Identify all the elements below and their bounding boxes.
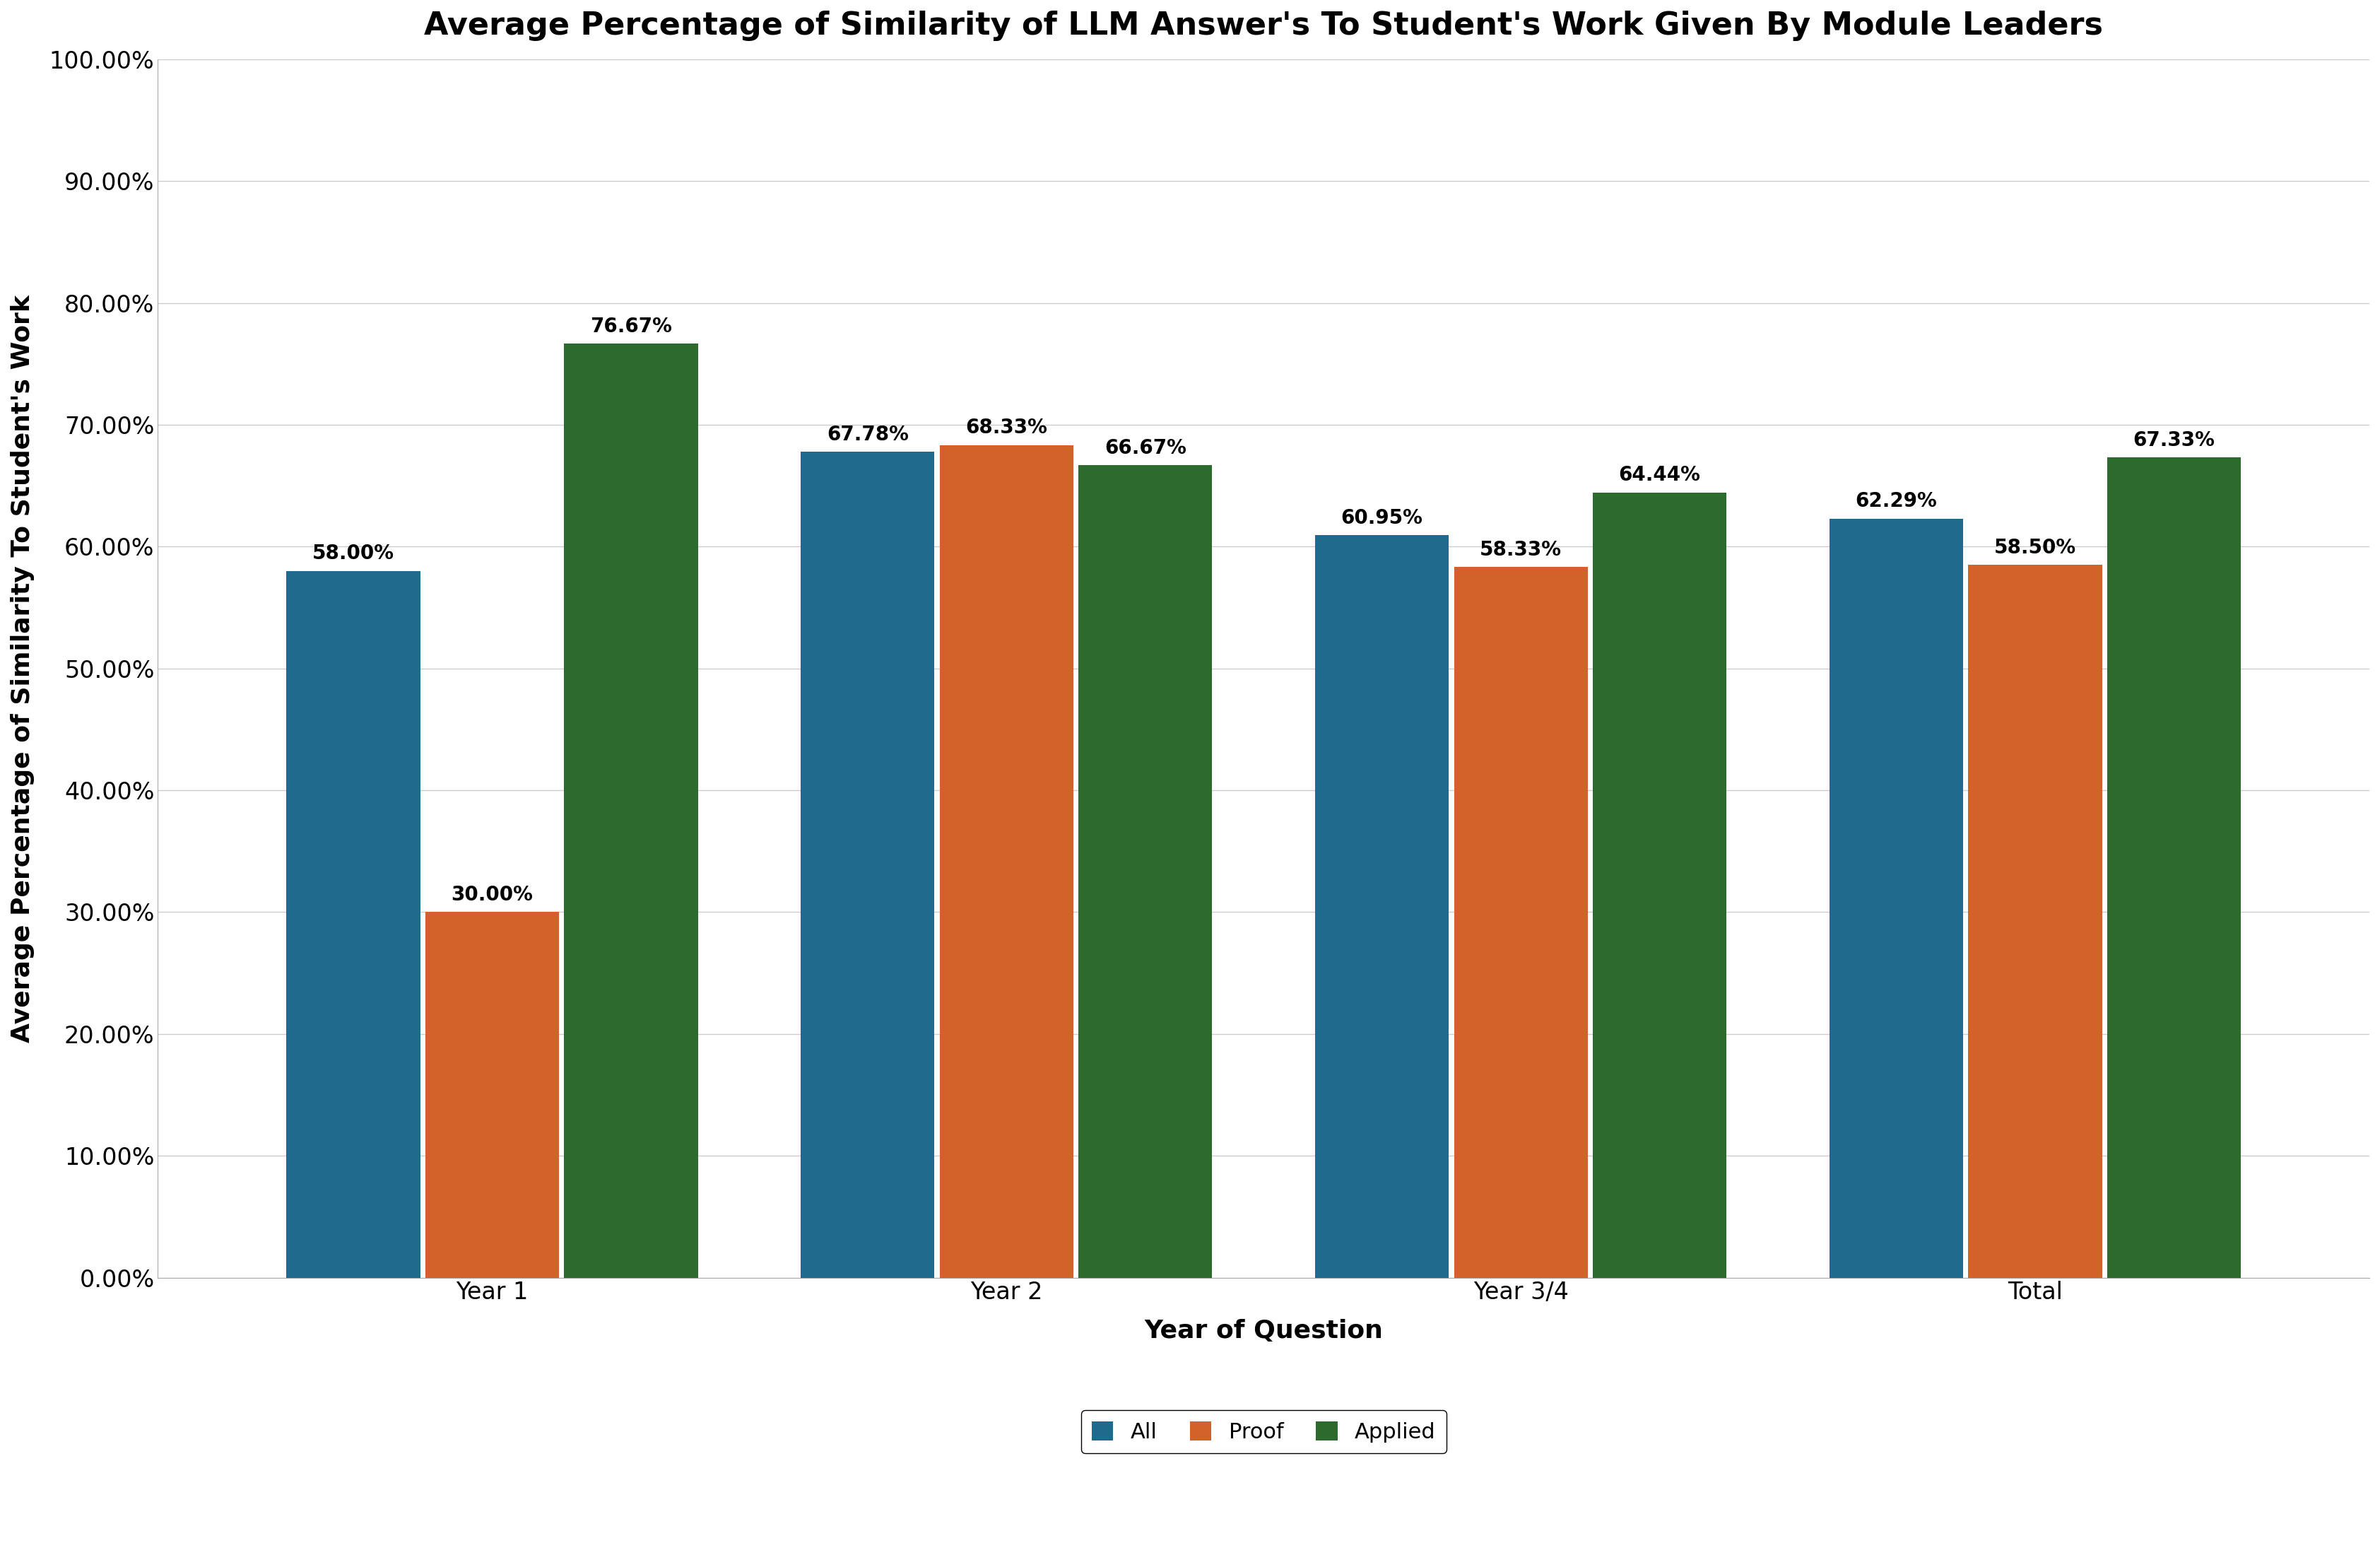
Bar (564, 344, 697, 1278)
Bar (1078, 465, 1211, 1278)
Text: 76.67%: 76.67% (590, 316, 671, 336)
Text: 58.00%: 58.00% (312, 544, 395, 563)
Text: 66.67%: 66.67% (1104, 439, 1185, 459)
Text: 67.78%: 67.78% (826, 425, 909, 445)
Legend: All, Proof, Applied: All, Proof, Applied (1081, 1410, 1447, 1454)
Bar (1454, 568, 1587, 1278)
Bar (1316, 535, 1449, 1278)
Bar (800, 453, 935, 1278)
Text: 58.33%: 58.33% (1480, 540, 1561, 560)
Bar (940, 445, 1073, 1278)
Text: 64.44%: 64.44% (1618, 465, 1702, 485)
Text: 67.33%: 67.33% (2132, 431, 2216, 449)
Y-axis label: Average Percentage of Similarity To Student's Work: Average Percentage of Similarity To Stud… (10, 294, 36, 1042)
Bar (426, 913, 559, 1278)
Text: 68.33%: 68.33% (966, 418, 1047, 439)
Bar (1830, 519, 1964, 1278)
Bar (1592, 493, 1725, 1278)
Bar (1968, 564, 2102, 1278)
Text: 58.50%: 58.50% (1994, 538, 2075, 558)
Title: Average Percentage of Similarity of LLM Answer's To Student's Work Given By Modu: Average Percentage of Similarity of LLM … (424, 11, 2104, 40)
Bar (2106, 457, 2242, 1278)
Text: 62.29%: 62.29% (1856, 491, 1937, 512)
Bar (286, 571, 421, 1278)
Text: 60.95%: 60.95% (1340, 508, 1423, 527)
Text: 30.00%: 30.00% (452, 885, 533, 905)
X-axis label: Year of Question: Year of Question (1145, 1319, 1383, 1344)
